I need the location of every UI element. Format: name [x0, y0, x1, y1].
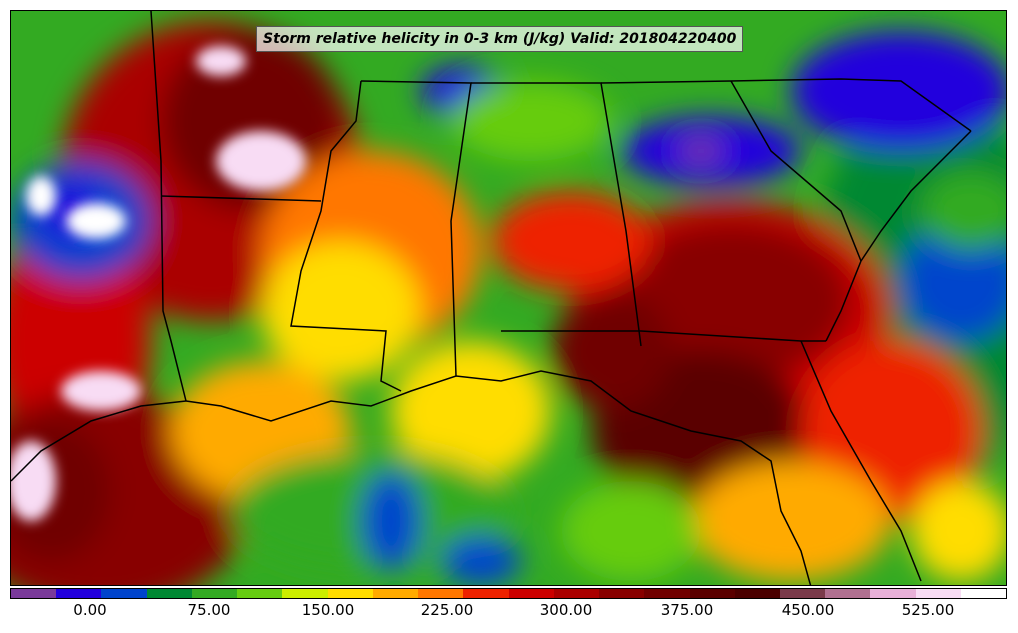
map-title: Storm relative helicity in 0-3 km (J/kg)…: [256, 26, 744, 52]
colorbar-tick-label: 0.00: [73, 601, 107, 619]
colorbar-swatch: [870, 589, 916, 598]
colorbar-tick-label: 525.00: [901, 601, 955, 619]
colorbar-swatch: [463, 589, 509, 598]
colorbar-swatch: [734, 589, 780, 598]
colorbar-tick-label: 75.00: [187, 601, 231, 619]
colorbar-swatch: [282, 589, 328, 598]
state-boundaries-icon: [11, 11, 972, 585]
colorbar-labels: 0.00 75.00 150.00 225.00 300.00 375.00 450.00 5…: [0, 601, 1018, 625]
colorbar-swatch: [825, 589, 871, 598]
colorbar: [10, 588, 1007, 599]
colorbar-swatch: [915, 589, 961, 598]
colorbar-swatch: [644, 589, 690, 598]
colorbar-swatch: [779, 589, 826, 598]
high-helicity-spots: [11, 46, 306, 521]
colorbar-swatch: [56, 589, 102, 598]
colorbar-tick-label: 150.00: [301, 601, 355, 619]
colorbar-tick-label: 300.00: [539, 601, 593, 619]
colorbar-swatch: [191, 589, 238, 598]
map-icon: [11, 11, 1006, 585]
colorbar-swatch: [237, 589, 283, 598]
colorbar-swatch: [11, 589, 57, 598]
colorbar-swatch: [689, 589, 735, 598]
helicity-field: [11, 21, 1006, 585]
colorbar-swatch: [960, 589, 1007, 598]
colorbar-swatch: [327, 589, 373, 598]
colorbar-swatch: [146, 589, 192, 598]
colorbar-swatch: [372, 589, 419, 598]
colorbar-swatch: [599, 589, 645, 598]
colorbar-swatch: [101, 589, 147, 598]
colorbar-swatch: [508, 589, 554, 598]
colorbar-tick-label: 375.00: [660, 601, 714, 619]
colorbar-tick-label: 450.00: [781, 601, 835, 619]
colorbar-swatch: [553, 589, 600, 598]
helicity-map: Storm relative helicity in 0-3 km (J/kg)…: [10, 10, 1007, 586]
colorbar-swatch: [418, 589, 464, 598]
colorbar-tick-label: 225.00: [420, 601, 474, 619]
